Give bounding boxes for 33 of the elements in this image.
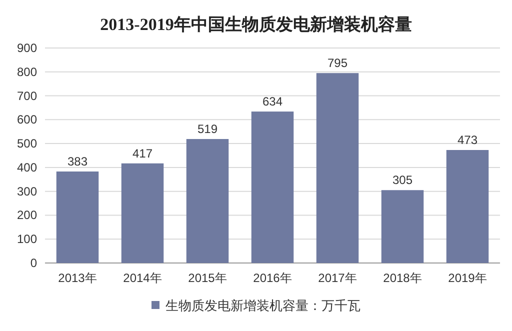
y-tick-label: 500	[16, 136, 38, 151]
bar	[121, 163, 164, 263]
y-tick-label: 200	[16, 208, 38, 222]
bar	[381, 190, 424, 263]
data-label: 417	[132, 146, 153, 160]
y-tick-label: 600	[16, 112, 38, 127]
y-tick-label: 300	[16, 184, 38, 198]
y-tick-label: 100	[16, 232, 38, 246]
bar	[251, 112, 294, 263]
x-tick-label: 2015年	[188, 271, 227, 285]
data-label: 634	[262, 94, 283, 109]
x-tick-label: 2017年	[318, 271, 357, 285]
bar	[446, 150, 489, 263]
x-tick-label: 2016年	[253, 271, 292, 285]
x-tick-label: 2019年	[448, 271, 487, 285]
y-tick-label: 0	[30, 256, 38, 270]
bar	[56, 172, 99, 263]
y-tick-label: 900	[16, 41, 38, 55]
data-label: 305	[392, 173, 413, 188]
x-tick-label: 2014年	[123, 271, 162, 285]
data-label: 519	[197, 122, 218, 136]
y-tick-label: 400	[16, 160, 38, 174]
bar	[186, 139, 229, 263]
bar	[316, 73, 359, 263]
y-tick-label: 800	[16, 64, 38, 79]
data-label: 383	[67, 154, 88, 169]
x-tick-label: 2018年	[383, 271, 422, 285]
x-tick-label: 2013年	[58, 271, 97, 285]
y-tick-label: 700	[16, 88, 38, 103]
data-label: 795	[327, 56, 348, 70]
data-label: 473	[457, 133, 478, 148]
legend-label: 生物质发电新增装机容量：万千瓦	[166, 298, 360, 313]
chart-title: 2013-2019年中国生物质发电新增装机容量	[100, 15, 412, 34]
